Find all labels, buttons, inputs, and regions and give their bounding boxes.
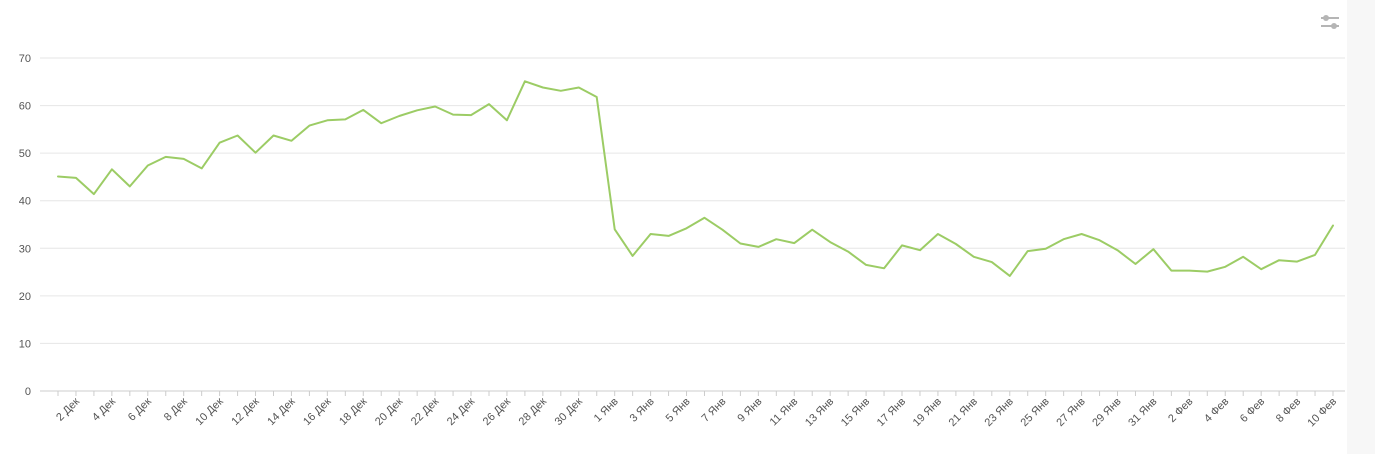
y-axis: 0 10 20 30 40 50 60 70 xyxy=(19,53,31,398)
x-tick-label: 3 Янв xyxy=(628,396,657,425)
x-tick-label: 11 Янв xyxy=(768,396,801,429)
x-tick-label: 30 Дек xyxy=(553,396,585,428)
x-tick-label: 28 Дек xyxy=(517,396,549,428)
x-tick-label: 8 Дек xyxy=(162,396,190,424)
x-tick-label: 5 Янв xyxy=(664,396,693,425)
x-tick-label: 21 Янв xyxy=(947,396,980,429)
x-tick-label: 27 Янв xyxy=(1054,396,1087,429)
x-tick-label: 23 Янв xyxy=(983,396,1016,429)
x-tick-label: 22 Дек xyxy=(409,396,441,428)
x-tick-label: 20 Дек xyxy=(373,396,405,428)
x-tick-label: 10 Фев xyxy=(1305,396,1339,430)
x-tick-label: 10 Дек xyxy=(193,396,225,428)
series-line xyxy=(57,80,1334,277)
x-tick-label: 4 Фев xyxy=(1202,396,1231,425)
x-tick-label: 25 Янв xyxy=(1018,396,1051,429)
x-tick-label: 2 Дек xyxy=(54,396,82,424)
scrollbar-track[interactable] xyxy=(1347,0,1375,454)
x-axis: 2 Дек 4 Дек 6 Дек 8 Дек 10 Дек 12 Дек 14 Дек 16… xyxy=(40,390,1345,430)
x-tick-label: 6 Фев xyxy=(1238,396,1267,425)
y-tick-label: 20 xyxy=(19,291,31,303)
y-tick-label: 50 xyxy=(19,148,31,160)
x-tick-label: 13 Янв xyxy=(803,396,836,429)
x-tick-label: 1 Янв xyxy=(592,396,621,425)
x-tick-label: 8 Фев xyxy=(1274,396,1303,425)
x-tick-label: 12 Дек xyxy=(229,396,261,428)
sliders-icon xyxy=(1321,15,1339,29)
x-tick-label: 4 Дек xyxy=(90,396,118,424)
x-tick-label: 26 Дек xyxy=(481,396,513,428)
x-tick-label: 6 Дек xyxy=(126,396,154,424)
y-tick-label: 0 xyxy=(25,386,31,398)
x-tick-label: 24 Дек xyxy=(445,396,477,428)
y-tick-label: 30 xyxy=(19,243,31,255)
series-layer xyxy=(57,80,1334,277)
x-tick-label: 18 Дек xyxy=(337,396,369,428)
grid-lines xyxy=(40,57,1345,344)
x-tick-label: 14 Дек xyxy=(265,396,297,428)
y-tick-label: 60 xyxy=(19,101,31,113)
x-tick-label: 7 Янв xyxy=(700,396,729,425)
chart-settings-button[interactable] xyxy=(1318,12,1342,32)
x-tick-label: 17 Янв xyxy=(875,396,908,429)
y-tick-label: 70 xyxy=(19,53,31,65)
x-tick-label: 16 Дек xyxy=(301,396,333,428)
x-tick-label: 29 Янв xyxy=(1090,396,1123,429)
x-tick-label: 2 Фев xyxy=(1166,396,1195,425)
x-tick-label: 19 Янв xyxy=(911,396,944,429)
x-tick-label: 9 Янв xyxy=(735,396,764,425)
y-tick-label: 40 xyxy=(19,196,31,208)
y-tick-label: 10 xyxy=(19,338,31,350)
x-tick-label: 15 Янв xyxy=(839,396,872,429)
x-tick-label: 31 Янв xyxy=(1126,396,1159,429)
